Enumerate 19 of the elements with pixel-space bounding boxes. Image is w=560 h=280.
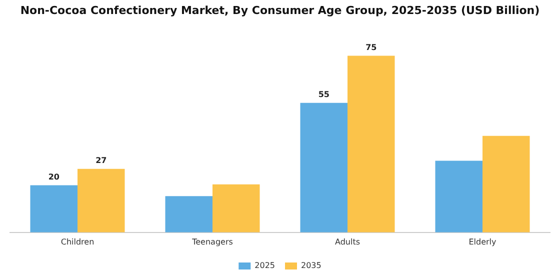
x-tick-label: Elderly (468, 237, 497, 246)
bar (348, 56, 395, 232)
bar (212, 184, 260, 232)
legend-label: 2025 (254, 261, 275, 270)
legend-label: 2035 (301, 261, 322, 270)
chart-title: Non-Cocoa Confectionery Market, By Consumer Age Group, 2025-2035 (USD Billion) (19, 3, 541, 19)
bar (78, 168, 125, 232)
bar (435, 160, 482, 232)
bar (30, 185, 78, 232)
bar (482, 136, 530, 232)
bar (300, 102, 348, 232)
data-label: 55 (318, 90, 330, 99)
data-label: 27 (96, 156, 107, 165)
bar (165, 196, 212, 232)
x-tick-label: Teenagers (191, 237, 233, 246)
data-label: 75 (366, 42, 378, 52)
x-tick-label: Adults (334, 237, 360, 246)
x-tick-label: Children (60, 237, 94, 246)
data-label: 20 (48, 172, 60, 182)
